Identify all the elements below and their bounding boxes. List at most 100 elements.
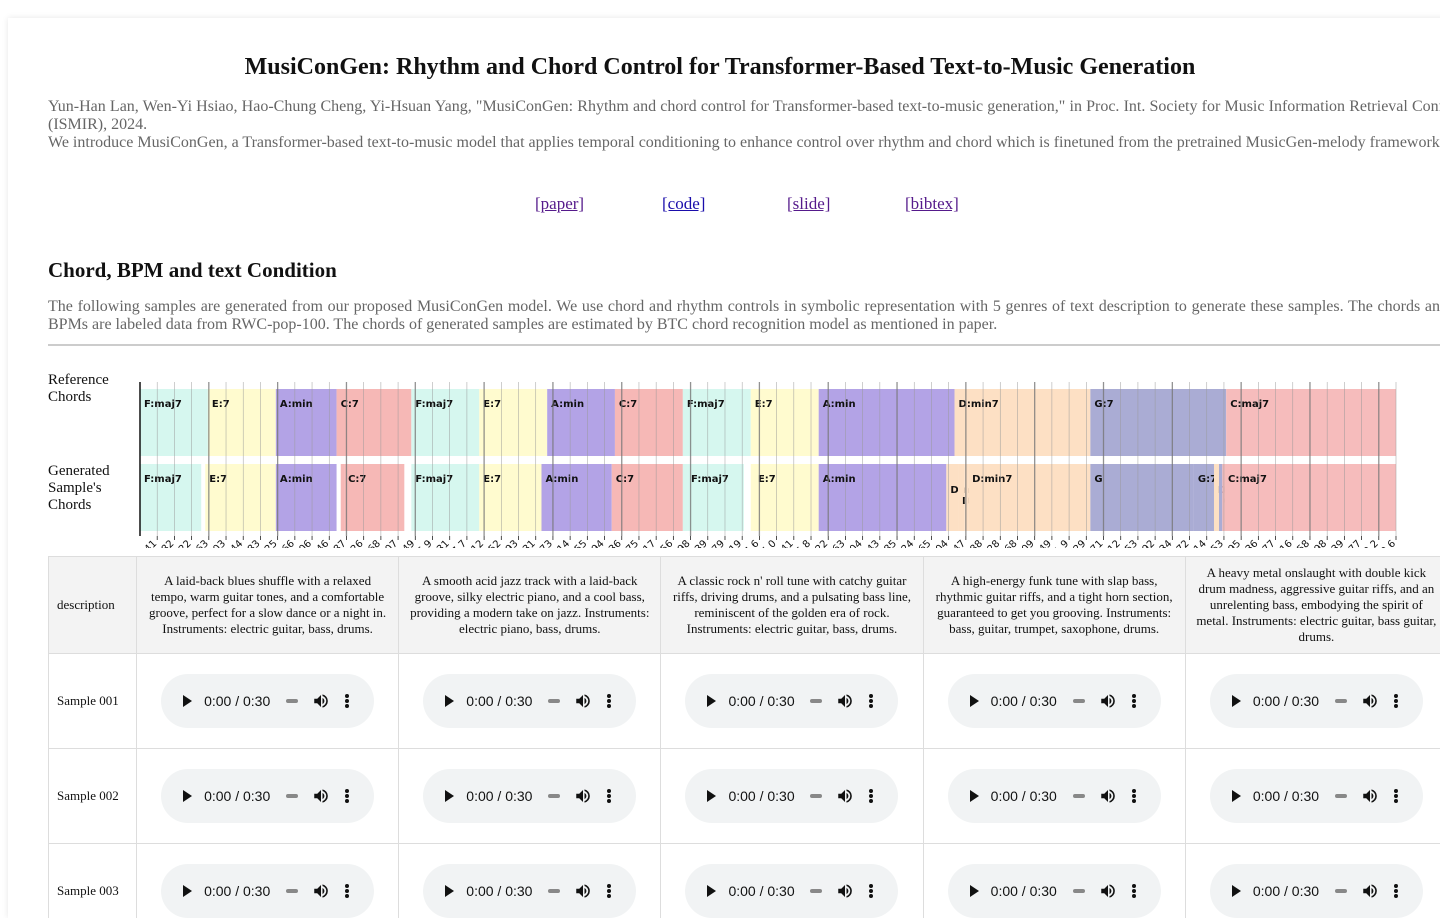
seek-bar[interactable] (1335, 794, 1347, 798)
more-options-icon[interactable] (1131, 789, 1137, 803)
time-display: 0:00 / 0:30 (1253, 788, 1325, 804)
more-options-icon[interactable] (1393, 789, 1399, 803)
audio-player[interactable]: 0:00 / 0:30 (685, 864, 898, 918)
section-description: The following samples are generated from… (48, 298, 1440, 334)
volume-icon[interactable] (574, 882, 592, 900)
volume-icon[interactable] (312, 882, 330, 900)
more-options-icon[interactable] (868, 789, 874, 803)
time-display: 0:00 / 0:30 (204, 883, 276, 899)
play-icon[interactable] (970, 885, 979, 897)
generated-chord-label: E:7 (483, 474, 501, 485)
volume-icon[interactable] (312, 692, 330, 710)
more-options-icon[interactable] (1393, 884, 1399, 898)
play-icon[interactable] (1232, 790, 1241, 802)
more-options-icon[interactable] (344, 694, 350, 708)
time-display: 0:00 / 0:30 (991, 693, 1063, 709)
play-icon[interactable] (445, 885, 454, 897)
more-options-icon[interactable] (606, 789, 612, 803)
volume-icon[interactable] (1099, 882, 1117, 900)
volume-icon[interactable] (1361, 787, 1379, 805)
audio-player[interactable]: 0:00 / 0:30 (161, 674, 374, 728)
more-options-icon[interactable] (1131, 884, 1137, 898)
seek-bar[interactable] (810, 699, 822, 703)
more-options-icon[interactable] (868, 694, 874, 708)
audio-player[interactable]: 0:00 / 0:30 (685, 769, 898, 823)
play-icon[interactable] (970, 695, 979, 707)
seek-bar[interactable] (1073, 889, 1085, 893)
generated-chord-label: E:7 (758, 474, 776, 485)
more-options-icon[interactable] (868, 884, 874, 898)
play-icon[interactable] (183, 885, 192, 897)
seek-bar[interactable] (810, 794, 822, 798)
code-link[interactable]: [code] (662, 194, 705, 214)
volume-icon[interactable] (1361, 692, 1379, 710)
audio-cell: 0:00 / 0:30 (923, 844, 1185, 918)
more-options-icon[interactable] (606, 884, 612, 898)
more-options-icon[interactable] (344, 884, 350, 898)
volume-icon[interactable] (574, 692, 592, 710)
volume-icon[interactable] (574, 787, 592, 805)
seek-bar[interactable] (1335, 699, 1347, 703)
audio-player[interactable]: 0:00 / 0:30 (1210, 864, 1423, 918)
more-options-icon[interactable] (1393, 694, 1399, 708)
audio-player[interactable]: 0:00 / 0:30 (423, 674, 636, 728)
play-icon[interactable] (707, 695, 716, 707)
audio-player[interactable]: 0:00 / 0:30 (1210, 769, 1423, 823)
audio-player[interactable]: 0:00 / 0:30 (1210, 674, 1423, 728)
bibtex-link[interactable]: [bibtex] (905, 194, 959, 214)
seek-bar[interactable] (548, 699, 560, 703)
slide-link[interactable]: [slide] (787, 194, 830, 214)
audio-player[interactable]: 0:00 / 0:30 (948, 674, 1161, 728)
audio-player[interactable]: 0:00 / 0:30 (423, 769, 636, 823)
volume-icon[interactable] (312, 787, 330, 805)
audio-player[interactable]: 0:00 / 0:30 (423, 864, 636, 918)
audio-player[interactable]: 0:00 / 0:30 (948, 769, 1161, 823)
seek-bar[interactable] (1073, 699, 1085, 703)
volume-icon[interactable] (836, 882, 854, 900)
section-heading: Chord, BPM and text Condition (48, 258, 337, 283)
audio-player[interactable]: 0:00 / 0:30 (685, 674, 898, 728)
play-icon[interactable] (707, 790, 716, 802)
generated-chord-segment (1090, 464, 1194, 531)
volume-icon[interactable] (1361, 882, 1379, 900)
play-icon[interactable] (183, 790, 192, 802)
seek-bar[interactable] (548, 889, 560, 893)
play-icon[interactable] (707, 885, 716, 897)
generated-chord-label: F:maj7 (144, 474, 182, 485)
paper-link[interactable]: [paper] (535, 194, 584, 214)
more-options-icon[interactable] (1131, 694, 1137, 708)
abstract: We introduce MusiConGen, a Transformer-b… (48, 134, 1440, 152)
seek-bar[interactable] (1335, 889, 1347, 893)
time-display: 0:00 / 0:30 (466, 883, 538, 899)
audio-player[interactable]: 0:00 / 0:30 (161, 769, 374, 823)
play-icon[interactable] (183, 695, 192, 707)
play-icon[interactable] (1232, 885, 1241, 897)
seek-bar[interactable] (810, 889, 822, 893)
volume-icon[interactable] (1099, 787, 1117, 805)
time-display: 0:00 / 0:30 (728, 693, 800, 709)
volume-icon[interactable] (836, 787, 854, 805)
play-icon[interactable] (445, 790, 454, 802)
generated-chord-label: G (1094, 474, 1102, 485)
seek-bar[interactable] (286, 889, 298, 893)
volume-icon[interactable] (836, 692, 854, 710)
play-icon[interactable] (970, 790, 979, 802)
generated-chord-segment (946, 464, 958, 531)
audio-cell: 0:00 / 0:30 (923, 654, 1185, 749)
sample-label: Sample 002 (49, 749, 137, 844)
play-icon[interactable] (445, 695, 454, 707)
volume-icon[interactable] (1099, 692, 1117, 710)
sample-row: Sample 002 0:00 / 0:30 0:00 / 0:30 0:00 / … (49, 749, 1440, 844)
citation: Yun-Han Lan, Wen-Yi Hsiao, Hao-Chung Che… (48, 98, 1440, 134)
seek-bar[interactable] (286, 794, 298, 798)
more-options-icon[interactable] (606, 694, 612, 708)
x-tick-label: 6.9 (416, 538, 435, 548)
seek-bar[interactable] (286, 699, 298, 703)
seek-bar[interactable] (548, 794, 560, 798)
reference-chord-label: F:maj7 (144, 399, 182, 410)
audio-player[interactable]: 0:00 / 0:30 (948, 864, 1161, 918)
play-icon[interactable] (1232, 695, 1241, 707)
audio-player[interactable]: 0:00 / 0:30 (161, 864, 374, 918)
seek-bar[interactable] (1073, 794, 1085, 798)
more-options-icon[interactable] (344, 789, 350, 803)
